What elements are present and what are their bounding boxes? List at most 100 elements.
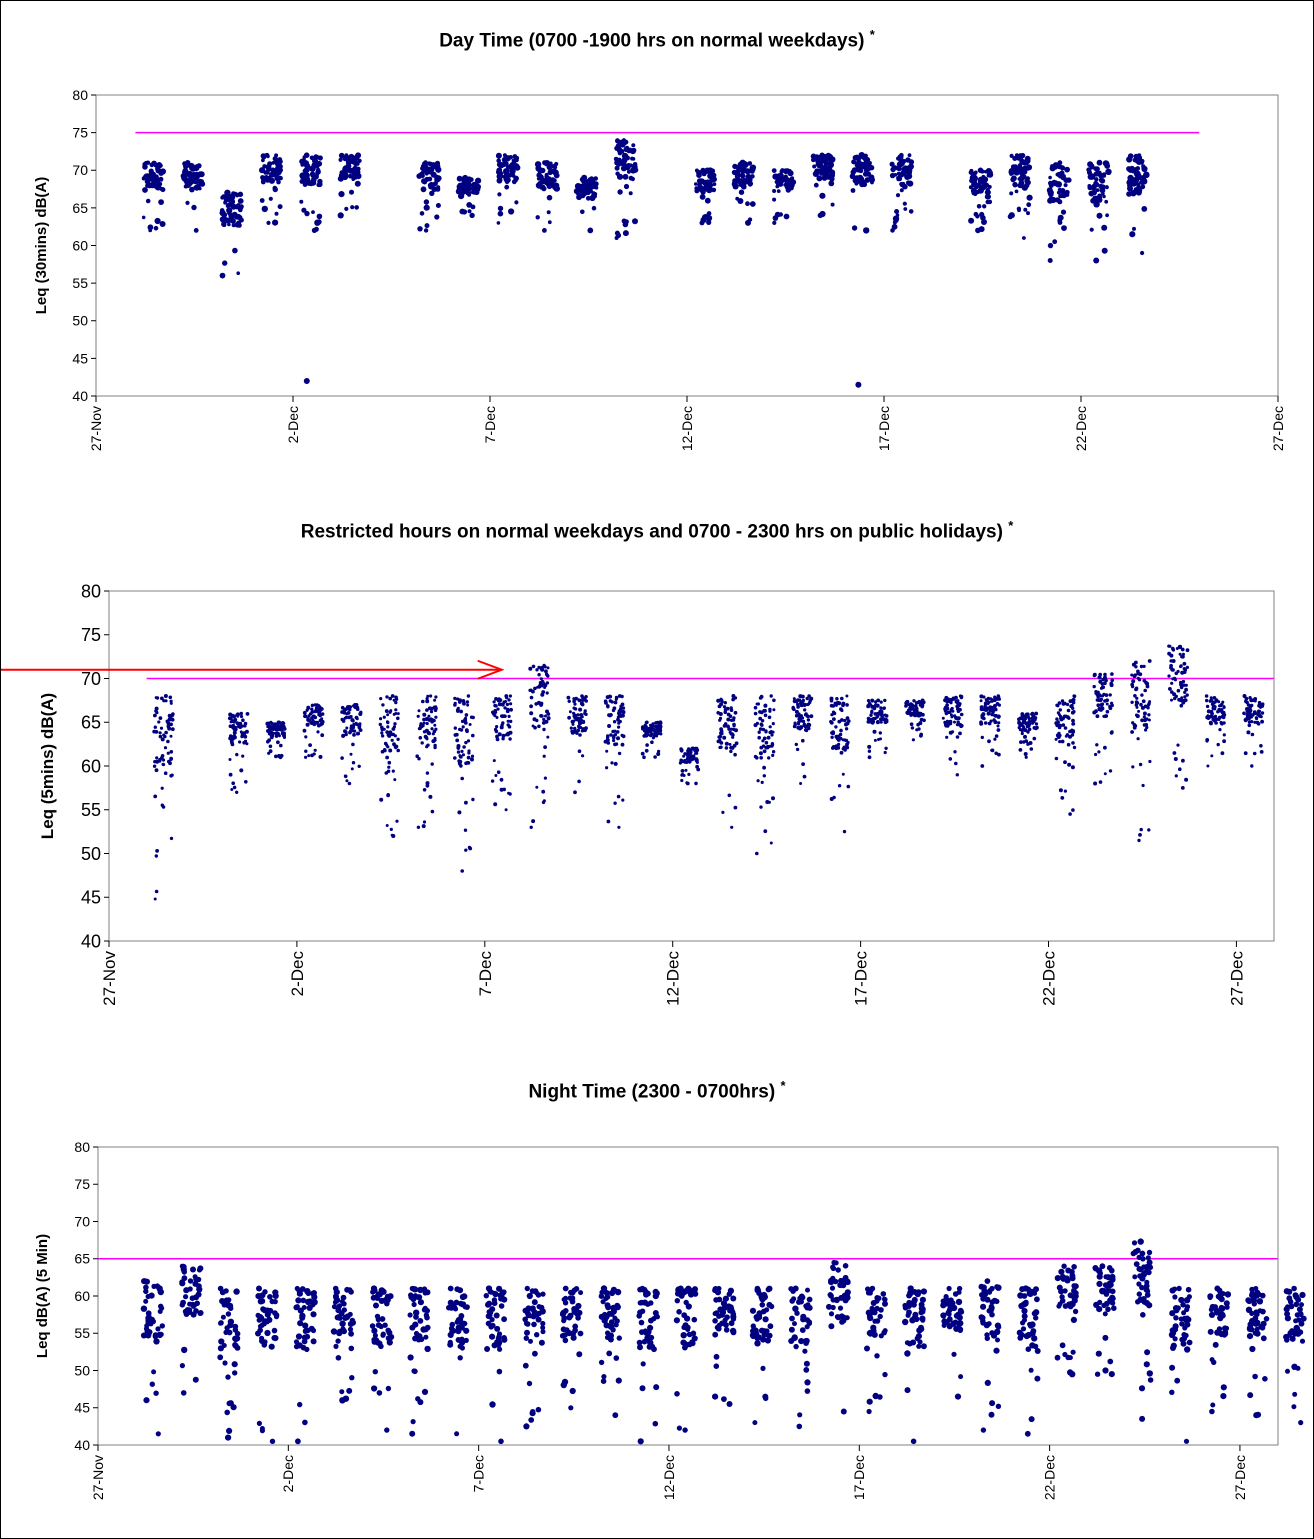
data-point: [868, 755, 872, 759]
data-point: [501, 703, 504, 706]
data-point: [759, 746, 763, 750]
data-point: [958, 723, 962, 727]
data-point: [1250, 764, 1253, 767]
data-point: [226, 1428, 232, 1434]
data-point: [682, 1427, 687, 1432]
data-point: [587, 180, 592, 185]
data-point: [433, 181, 438, 186]
data-point: [951, 710, 954, 713]
data-point: [301, 208, 306, 213]
data-point: [1178, 1297, 1184, 1303]
data-point: [160, 221, 166, 227]
data-point: [763, 749, 767, 753]
data-point: [845, 739, 849, 743]
data-point: [1174, 1378, 1180, 1384]
data-point: [422, 824, 426, 828]
data-point: [900, 184, 904, 188]
data-point: [504, 185, 509, 190]
data-point: [434, 214, 439, 219]
data-point: [1110, 672, 1114, 676]
data-point: [1097, 698, 1101, 702]
data-point: [1173, 751, 1177, 755]
data-point: [1024, 752, 1028, 756]
data-point: [541, 690, 545, 694]
data-point: [331, 1328, 337, 1334]
data-point: [1035, 722, 1038, 725]
data-point: [714, 1354, 720, 1360]
data-point: [1225, 1291, 1231, 1297]
data-point: [536, 1407, 542, 1413]
data-point: [649, 734, 653, 738]
data-point: [713, 182, 717, 186]
data-point: [645, 1338, 651, 1344]
data-point: [884, 747, 887, 750]
data-point: [795, 710, 799, 714]
data-point: [879, 717, 883, 721]
data-point: [945, 736, 948, 739]
data-point: [968, 218, 974, 224]
data-point: [1096, 714, 1100, 718]
data-point: [771, 796, 775, 800]
data-point: [991, 709, 995, 713]
data-point: [768, 1323, 774, 1329]
data-point: [1135, 700, 1139, 704]
data-point: [867, 720, 871, 724]
data-point: [1099, 178, 1103, 182]
data-point: [576, 1351, 582, 1357]
data-point: [851, 188, 856, 193]
data-point: [377, 1292, 383, 1298]
data-point: [342, 1307, 347, 1312]
data-point: [1018, 177, 1022, 181]
data-point: [616, 233, 621, 238]
data-point: [884, 714, 887, 717]
data-point: [823, 154, 827, 158]
data-point: [653, 755, 657, 759]
data-point: [1174, 695, 1178, 699]
data-point: [647, 1325, 653, 1331]
data-point: [310, 156, 315, 161]
data-point: [1218, 704, 1221, 707]
data-point: [529, 711, 533, 715]
data-point: [958, 732, 962, 736]
data-point: [1072, 722, 1075, 725]
data-point: [1095, 1372, 1100, 1377]
data-point: [266, 740, 270, 744]
data-point: [911, 1439, 917, 1445]
data-point: [222, 194, 226, 198]
data-point: [785, 185, 790, 190]
data-point: [1139, 1416, 1145, 1422]
data-point: [942, 717, 945, 720]
data-point: [683, 752, 686, 755]
data-point: [544, 777, 547, 780]
data-point: [304, 750, 307, 753]
data-point: [1137, 737, 1140, 740]
data-point: [847, 719, 851, 723]
data-point: [1071, 808, 1075, 812]
data-point: [155, 760, 159, 764]
data-point: [949, 757, 953, 761]
data-point: [832, 1260, 837, 1265]
data-point: [238, 198, 244, 204]
data-point: [754, 1331, 759, 1336]
data-point: [386, 1330, 392, 1336]
data-point: [1097, 1274, 1103, 1280]
data-point: [1246, 713, 1250, 717]
data-point: [1104, 714, 1108, 718]
data-point: [1023, 208, 1027, 212]
data-point: [260, 1426, 265, 1431]
data-point: [1034, 1376, 1040, 1382]
data-point: [269, 1344, 275, 1350]
data-point: [990, 720, 993, 723]
y-tick-label: 50: [72, 313, 88, 329]
data-point: [765, 800, 769, 804]
data-point: [464, 829, 467, 832]
data-point: [1059, 788, 1063, 792]
data-point: [151, 1319, 156, 1324]
data-point: [1096, 1281, 1102, 1287]
data-point: [348, 1312, 353, 1317]
x-tick-label: 22-Dec: [1039, 951, 1058, 1006]
data-point: [295, 1438, 301, 1444]
data-point: [807, 1297, 813, 1303]
data-point: [776, 181, 781, 186]
data-point: [561, 1318, 566, 1323]
